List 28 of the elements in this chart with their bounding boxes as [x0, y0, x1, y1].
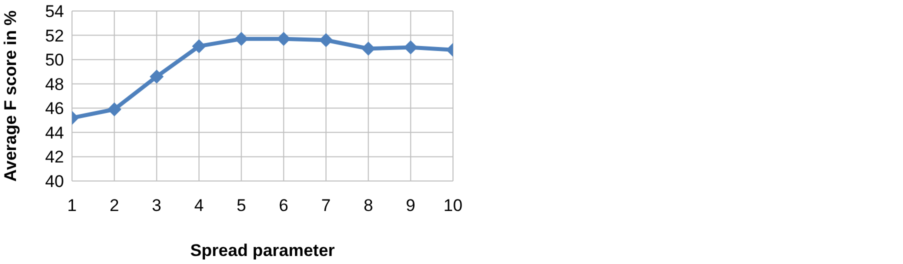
x-tick-label: 1 — [67, 196, 77, 216]
point — [276, 32, 291, 46]
y-tick-label: 46 — [45, 99, 64, 118]
x-axis-title: Spread parameter — [190, 241, 336, 260]
y-tick-label: 44 — [45, 123, 64, 142]
point — [361, 42, 376, 56]
x-tick-label: 9 — [406, 196, 416, 216]
point — [150, 70, 164, 84]
y-tick-label: 50 — [45, 50, 64, 70]
point — [234, 32, 248, 46]
x-tick-label: 7 — [321, 196, 331, 216]
point — [319, 33, 333, 48]
x-tick-label: 4 — [194, 196, 204, 216]
x-tick-label: 2 — [110, 196, 120, 216]
point — [107, 102, 122, 116]
y-tick-label: 42 — [45, 148, 64, 167]
y-tick-label: 40 — [45, 172, 64, 192]
y-tick-label: 54 — [45, 2, 64, 22]
x-tick-label: 3 — [152, 196, 162, 216]
x-tick-label: 10 — [444, 196, 462, 216]
y-tick-label: 52 — [45, 26, 64, 46]
y-tick-label: 48 — [45, 74, 64, 94]
point — [192, 39, 206, 54]
point — [404, 40, 418, 54]
x-tick-label: 6 — [278, 196, 288, 216]
x-tick-label: 8 — [364, 196, 374, 216]
y-axis-title: Average F score in % — [1, 10, 20, 182]
x-tick-label: 5 — [236, 196, 246, 216]
